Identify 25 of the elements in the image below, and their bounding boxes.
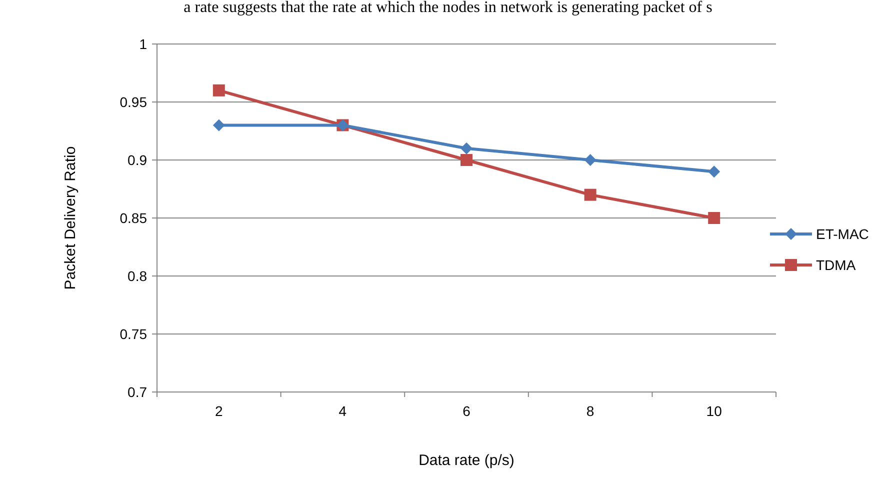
x-tick-label: 10	[706, 403, 722, 419]
legend-label: ET-MAC	[816, 226, 869, 242]
point	[708, 212, 720, 224]
legend-label: TDMA	[816, 256, 856, 273]
y-tick-label: 1	[139, 36, 148, 52]
point	[212, 119, 225, 132]
x-tick-label: 8	[586, 403, 594, 419]
point	[212, 84, 225, 96]
y-tick-label: 0.7	[128, 384, 148, 400]
x-axis-title: Data rate (p/s)	[418, 452, 514, 469]
point	[460, 142, 472, 154]
x-tick-label: 6	[462, 403, 471, 419]
y-tick-label: 0.75	[120, 326, 148, 342]
y-axis-title: Packet Delivery Ratio	[62, 146, 79, 290]
point	[584, 154, 596, 166]
point	[708, 166, 720, 178]
point	[460, 154, 472, 166]
point	[584, 188, 596, 201]
y-tick-label: 0.8	[128, 268, 148, 284]
y-tick-label: 0.9	[128, 152, 148, 168]
x-tick-label: 2	[215, 403, 223, 419]
y-tick-label: 0.85	[120, 210, 148, 226]
text: a rate suggests that the rate at which the nodes in network is generating packet of s	[184, 0, 712, 16]
x-tick-label: 4	[338, 403, 347, 419]
y-tick-label: 0.95	[120, 94, 148, 110]
